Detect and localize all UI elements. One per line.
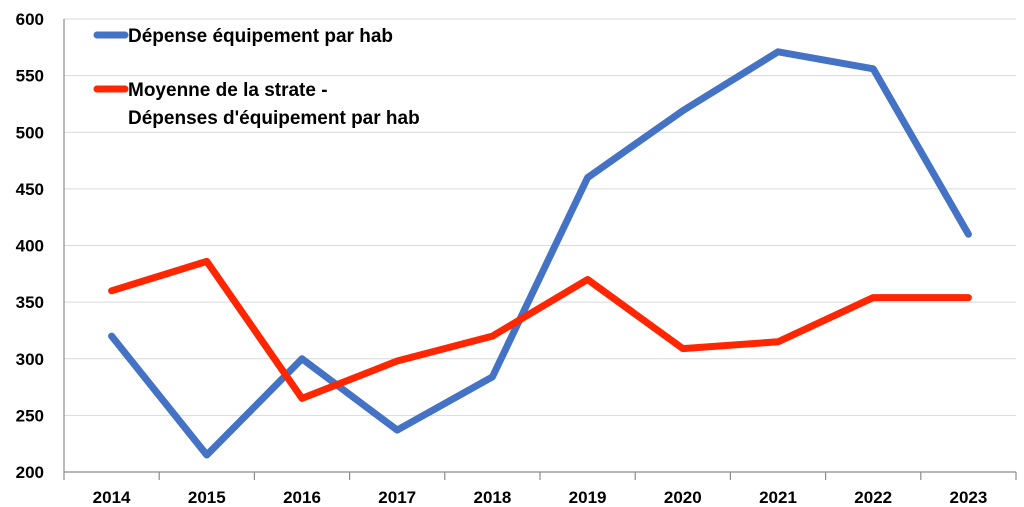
y-axis-tick-labels: 200 250 300 350 400 450 500 550 600 [16, 10, 44, 482]
legend-label-2-line-2: Dépenses d'équipement par hab [128, 108, 420, 129]
y-tick-label: 300 [16, 350, 44, 369]
gridlines [64, 18, 1016, 416]
y-tick-label: 600 [16, 10, 44, 29]
x-tick-label-2023: 2023 [949, 488, 987, 507]
y-tick-label: 450 [16, 180, 44, 199]
series-line-1 [108, 48, 972, 459]
series-lines [108, 48, 972, 459]
x-tick-label-2021: 2021 [759, 488, 797, 507]
y-tick-label: 350 [16, 293, 44, 312]
x-axis-tick-labels: 2014 2015 2016 2017 2018 2019 2020 2021 2022 2023 [93, 488, 988, 507]
x-tick-label-2017: 2017 [378, 488, 416, 507]
y-tick-label: 400 [16, 237, 44, 256]
x-axis [63, 19, 1017, 480]
y-tick-label: 500 [16, 123, 44, 142]
y-tick-label: 250 [16, 406, 44, 425]
legend: Dépense équipement par hab Moyenne de la … [93, 26, 420, 129]
y-tick-label: 200 [16, 463, 44, 482]
x-tick-label-2018: 2018 [473, 488, 511, 507]
x-tick-label-2015: 2015 [188, 488, 226, 507]
x-tick-label-2019: 2019 [569, 488, 607, 507]
y-tick-label: 550 [16, 67, 44, 86]
x-tick-label-2022: 2022 [854, 488, 892, 507]
x-tick-label-2016: 2016 [283, 488, 321, 507]
x-tick-label-2020: 2020 [664, 488, 702, 507]
legend-label-1: Dépense équipement par hab [128, 26, 393, 47]
series-line-2 [108, 257, 972, 402]
x-tick-label-2014: 2014 [93, 488, 131, 507]
legend-label-2-line-1: Moyenne de la strate - [128, 80, 328, 101]
